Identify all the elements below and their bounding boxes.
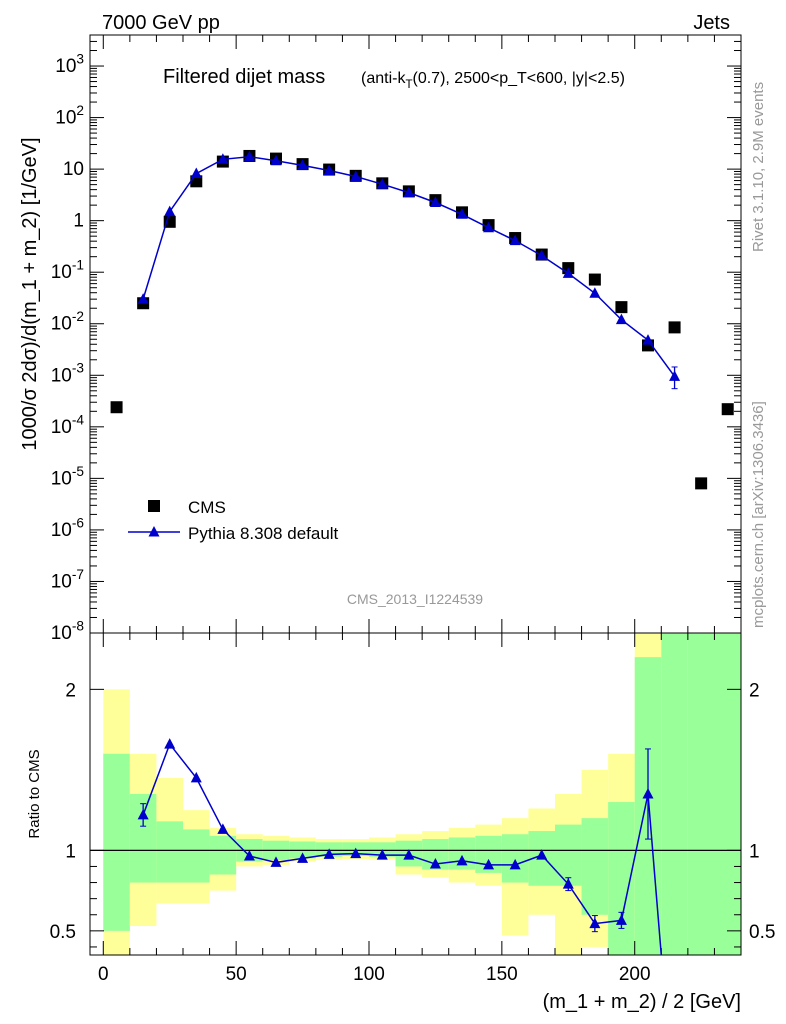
ratio-data-point	[429, 858, 441, 869]
plot-subtitle: (anti-kT(0.7), 2500<p_T<600, |y|<2.5)	[361, 70, 625, 91]
y-tick-label: 10-6	[51, 515, 84, 541]
cms-data-point	[721, 403, 734, 416]
pythia-data-point	[536, 249, 548, 261]
pythia-data-point	[350, 170, 362, 181]
cms-data-point	[668, 321, 681, 334]
legend-cms-label: CMS	[188, 498, 226, 517]
cms-data-point	[110, 401, 123, 414]
y-tick-label: 10-7	[51, 567, 84, 593]
x-tick-label: 150	[486, 964, 518, 985]
ratio-data-point	[615, 914, 627, 925]
pythia-data-point	[669, 370, 681, 381]
watermark-label: CMS_2013_I1224539	[347, 591, 483, 607]
pythia-data-point	[190, 167, 202, 179]
y-tick-label: 102	[55, 103, 84, 129]
ratio-data-point	[589, 917, 601, 929]
pythia-data-point	[615, 313, 627, 325]
mcplots-label: mcplots.cern.ch [arXiv:1306.3436]	[750, 401, 767, 628]
ratio-data-point	[350, 847, 362, 859]
pythia-data-point	[323, 164, 335, 176]
y-tick-label: 10-4	[51, 412, 85, 438]
main-plot-frame	[89, 34, 742, 634]
ratio-data-point	[137, 808, 149, 820]
ratio-data-point	[562, 878, 574, 889]
ratio-inner-band	[209, 835, 237, 875]
ratio-inner-band	[501, 834, 529, 883]
ratio-y-tick-label: 0.5	[50, 922, 76, 943]
ratio-inner-band	[156, 821, 183, 883]
legend-pythia-marker	[148, 526, 160, 537]
header-left: 7000 GeV pp	[102, 12, 220, 34]
pythia-data-point	[243, 150, 255, 162]
y-tick-label: 103	[55, 51, 84, 77]
header-right: Jets	[693, 12, 730, 34]
ratio-y-axis-label: Ratio to CMS	[26, 749, 43, 838]
y-tick-label: 10-2	[51, 309, 84, 335]
pythia-data-point	[483, 221, 495, 233]
y-tick-label: 1	[73, 211, 84, 232]
pythia-data-point	[562, 267, 574, 278]
ratio-data-point	[456, 854, 468, 866]
y-tick-label: 10	[63, 159, 84, 180]
pythia-data-point	[164, 205, 176, 217]
pythia-data-point	[297, 159, 309, 170]
pythia-data-point	[376, 178, 388, 189]
ratio-inner-band	[183, 829, 210, 883]
pythia-data-point	[509, 234, 521, 246]
cms-data-point	[615, 301, 628, 314]
pythia-data-point	[270, 154, 282, 166]
ratio-inner-band	[103, 753, 130, 931]
ratio-data-point	[642, 788, 654, 799]
ratio-data-point	[536, 849, 548, 860]
ratio-data-point	[190, 771, 202, 783]
ratio-data-point	[403, 849, 415, 860]
ratio-y-tick-label-right: 1	[749, 841, 760, 862]
ratio-data-point	[164, 738, 176, 749]
plot-title: Filtered dijet mass	[163, 66, 325, 88]
ratio-data-point	[376, 849, 388, 860]
ratio-y-tick-label-right: 0.5	[749, 922, 775, 943]
ratio-data-point	[483, 858, 495, 870]
rivet-version-label: Rivet 3.1.10, 2.9M events	[750, 82, 767, 252]
ratio-y-tick-label-right: 2	[749, 680, 760, 701]
x-tick-label: 50	[226, 964, 247, 985]
x-tick-label: 100	[353, 964, 385, 985]
ratio-y-tick-label: 2	[65, 680, 76, 701]
ratio-data-point	[217, 823, 229, 834]
y-tick-label: 10-8	[51, 618, 85, 644]
ratio-plot-panel: 0.5 0.5 1 1 2 2 0 50 100 150 200 Ratio to CMS (m_1 +…	[26, 632, 775, 1013]
y-tick-label: 10-3	[51, 361, 84, 387]
cms-data-point	[695, 477, 708, 490]
ratio-inner-band	[581, 818, 609, 915]
ratio-plot-frame	[89, 632, 742, 956]
pythia-data-point	[456, 208, 468, 219]
pythia-data-point	[589, 287, 601, 298]
ratio-inner-band	[687, 633, 741, 955]
pythia-data-point	[642, 334, 654, 345]
cms-data-point	[163, 215, 176, 228]
legend-cms-marker	[148, 500, 160, 512]
y-axis-label: 1000/σ 2dσ)/d(m_1 + m_2) [1/GeV]	[19, 137, 41, 450]
ratio-y-tick-label: 1	[65, 841, 76, 862]
pythia-data-point	[137, 293, 149, 304]
ratio-data-point	[243, 849, 255, 861]
y-tick-label: 10-5	[51, 464, 85, 490]
ratio-data-point	[297, 852, 309, 863]
ratio-data-point	[323, 848, 335, 859]
pythia-data-point	[429, 196, 441, 208]
y-tick-label: 10-1	[51, 258, 84, 284]
legend-pythia-label: Pythia 8.308 default	[188, 524, 339, 543]
pythia-data-point	[217, 153, 229, 164]
pythia-data-point	[403, 186, 415, 198]
cms-data-point	[588, 273, 601, 286]
x-tick-label: 200	[619, 964, 651, 985]
ratio-data-point	[509, 858, 521, 870]
ratio-data-point	[270, 856, 282, 867]
x-tick-label: 0	[98, 964, 109, 985]
ratio-inner-band	[661, 633, 688, 955]
ratio-inner-band	[555, 824, 582, 886]
x-axis-label: (m_1 + m_2) / 2 [GeV]	[543, 991, 741, 1013]
main-plot-panel: 10-8 10-7 10-6 10-5 10-4 10-3 10-2 10-1 1 10 102 10…	[19, 34, 742, 644]
